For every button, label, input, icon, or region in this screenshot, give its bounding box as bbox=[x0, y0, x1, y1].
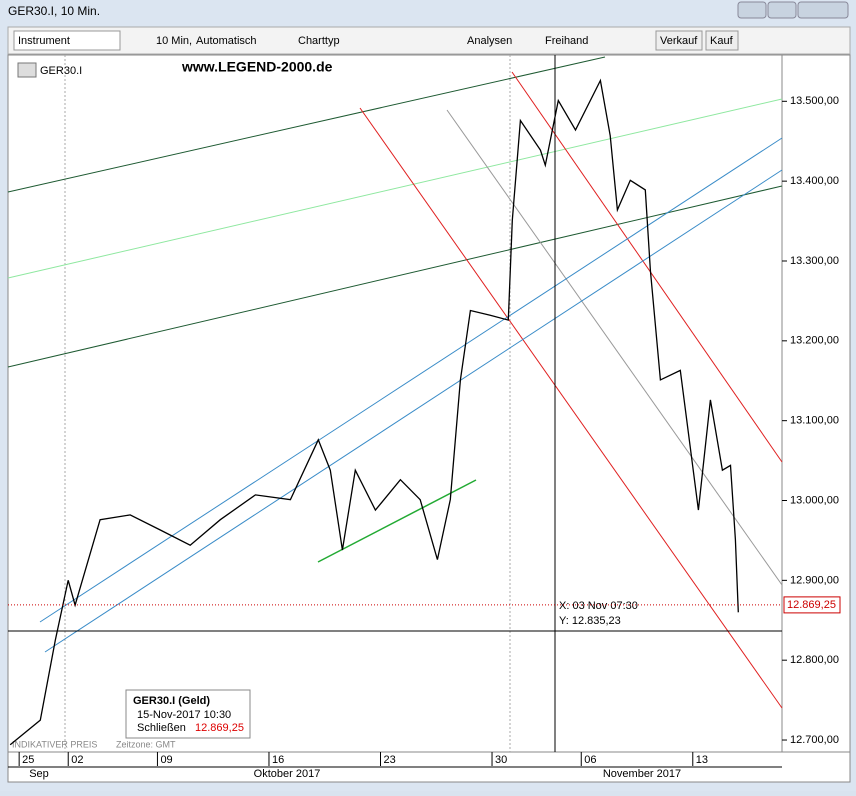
close-button[interactable] bbox=[797, 1, 849, 19]
trend-line bbox=[44, 169, 783, 653]
instrument-placeholder: Instrument bbox=[18, 35, 70, 47]
y-tick-label: 13.400,00 bbox=[790, 175, 839, 187]
month-label: Sep bbox=[29, 768, 49, 780]
info-title: GER30.I (Geld) bbox=[133, 695, 210, 707]
freehand-button[interactable]: Freihand bbox=[545, 35, 588, 47]
y-tick-label: 12.700,00 bbox=[790, 734, 839, 746]
price-axis bbox=[781, 54, 851, 753]
y-tick-label: 13.100,00 bbox=[790, 415, 839, 427]
x-tick-label: 13 bbox=[696, 754, 708, 766]
month-label: November 2017 bbox=[603, 768, 681, 780]
y-tick-label: 13.300,00 bbox=[790, 255, 839, 267]
price-line bbox=[9, 78, 739, 746]
last-price-box bbox=[783, 596, 841, 614]
minimize-button[interactable] bbox=[737, 1, 767, 19]
trend-line bbox=[317, 479, 477, 563]
y-tick-label: 13.500,00 bbox=[790, 95, 839, 107]
footer-note: INDIKATIVER PREIS bbox=[12, 739, 97, 749]
buy-button-frame[interactable] bbox=[705, 30, 739, 51]
info-box bbox=[125, 689, 251, 739]
watermark: www.LEGEND-2000.de bbox=[181, 59, 333, 75]
x-tick-label: 06 bbox=[584, 754, 596, 766]
y-tick-label: 12.800,00 bbox=[790, 654, 839, 666]
trend-line bbox=[39, 137, 783, 623]
buy-button[interactable]: Kauf bbox=[710, 35, 734, 47]
plot-area bbox=[7, 54, 783, 753]
sell-button-frame[interactable] bbox=[655, 30, 703, 51]
trend-line bbox=[511, 71, 783, 463]
footer-timezone: Zeitzone: GMT bbox=[116, 739, 176, 749]
y-tick-label: 12.900,00 bbox=[790, 574, 839, 586]
trend-line bbox=[359, 107, 783, 709]
trend-line bbox=[7, 56, 606, 193]
chart-instrument: GER30.I bbox=[40, 65, 82, 77]
instrument-input[interactable] bbox=[13, 30, 121, 51]
x-tick-label: 02 bbox=[71, 754, 83, 766]
x-tick-label: 23 bbox=[384, 754, 396, 766]
trend-line bbox=[446, 109, 783, 586]
instrument-icon bbox=[17, 62, 37, 78]
crosshair-x-label: X: 03 Nov 07:30 bbox=[559, 600, 638, 612]
info-date: 15-Nov-2017 10:30 bbox=[137, 709, 231, 721]
last-price-label: 12.869,25 bbox=[787, 599, 836, 611]
crosshair-y-label: Y: 12.835,23 bbox=[559, 615, 621, 627]
x-tick-label: 09 bbox=[160, 754, 172, 766]
analyses-button[interactable]: Analysen bbox=[467, 35, 512, 47]
mode-dropdown[interactable]: Automatisch bbox=[196, 35, 257, 47]
x-tick-label: 30 bbox=[495, 754, 507, 766]
month-label: Oktober 2017 bbox=[254, 768, 321, 780]
y-tick-label: 13.200,00 bbox=[790, 335, 839, 347]
chart-type-button[interactable]: Charttyp bbox=[298, 35, 340, 47]
y-tick-label: 13.000,00 bbox=[790, 494, 839, 506]
trend-line bbox=[7, 98, 783, 279]
trend-line bbox=[7, 185, 783, 368]
window-title: GER30.I, 10 Min. bbox=[8, 4, 100, 18]
trend-lines bbox=[7, 56, 783, 709]
x-tick-label: 16 bbox=[272, 754, 284, 766]
info-close-label: Schließen bbox=[137, 722, 186, 734]
info-close: 12.869,25 bbox=[195, 722, 244, 734]
sell-button[interactable]: Verkauf bbox=[660, 35, 698, 47]
x-tick-label: 25 bbox=[22, 754, 34, 766]
maximize-button[interactable] bbox=[767, 1, 797, 19]
interval-dropdown[interactable]: 10 Min, bbox=[156, 35, 192, 47]
